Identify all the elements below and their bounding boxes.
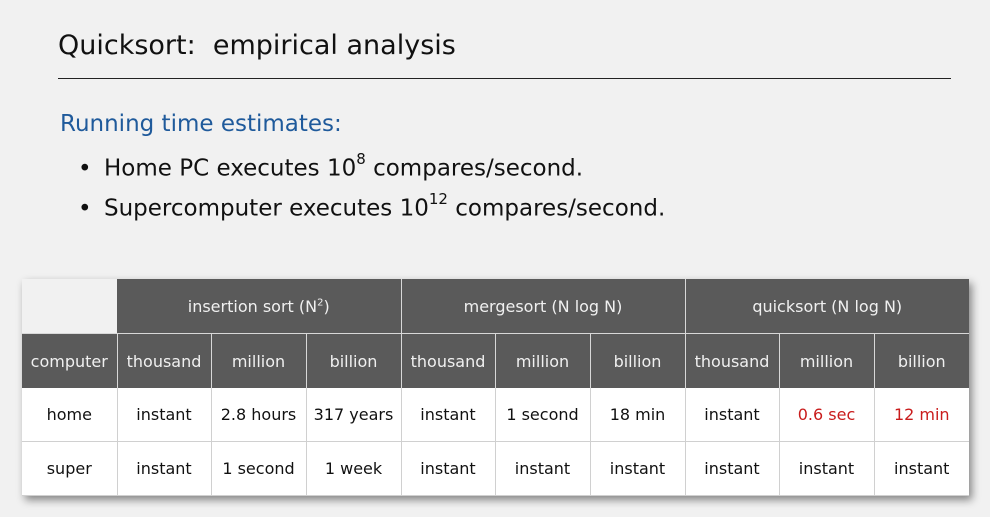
bullet-text-suffix: compares/second.	[447, 195, 666, 222]
subheader-row: computer thousand million billion thousa…	[22, 333, 969, 388]
group-exponent: 2	[317, 297, 324, 309]
subheader-computer: computer	[22, 333, 118, 388]
running-time-table: insertion sort (N2) mergesort (N log N) …	[22, 279, 969, 496]
bullet-dot-icon: •	[78, 195, 92, 222]
slide-title: Quicksort: empirical analysis	[58, 30, 456, 61]
subheader-cell: billion	[306, 333, 402, 388]
bullet-text-prefix: Supercomputer executes 10	[104, 195, 429, 222]
subheader-cell: thousand	[685, 333, 780, 388]
title-divider	[58, 78, 951, 79]
bullet-home-pc: • Home PC executes 108 compares/second.	[78, 145, 665, 185]
header-blank-cell	[22, 279, 117, 334]
table-cell: 1 second	[495, 388, 591, 442]
table-row: home instant 2.8 hours 317 years instant…	[22, 388, 969, 442]
bullet-exponent: 12	[428, 190, 448, 208]
table-cell: instant	[590, 441, 686, 496]
table-row: super instant 1 second 1 week instant in…	[22, 441, 969, 496]
subheader-cell: million	[211, 333, 307, 388]
table-cell: instant	[401, 388, 496, 442]
bullet-dot-icon: •	[78, 155, 92, 182]
table-cell: instant	[874, 441, 969, 496]
table-cell: instant	[401, 441, 496, 496]
row-label-super: super	[22, 441, 118, 496]
bullet-list: • Home PC executes 108 compares/second. •…	[78, 145, 665, 225]
table-cell: instant	[779, 441, 875, 496]
table-cell: instant	[685, 441, 780, 496]
table-cell: instant	[117, 388, 212, 442]
subheader-cell: billion	[874, 333, 969, 388]
group-header-quicksort: quicksort (N log N)	[685, 279, 969, 334]
table-cell: 1 second	[211, 441, 307, 496]
bullet-supercomputer: • Supercomputer executes 1012 compares/se…	[78, 185, 665, 225]
group-header-mergesort: mergesort (N log N)	[401, 279, 686, 334]
row-label-home: home	[22, 388, 118, 442]
bullet-text-suffix: compares/second.	[365, 155, 584, 182]
table-cell: 1 week	[306, 441, 402, 496]
bullet-text-prefix: Home PC executes 10	[104, 155, 357, 182]
table-cell: instant	[117, 441, 212, 496]
subheader-cell: thousand	[117, 333, 212, 388]
table-cell: instant	[685, 388, 780, 442]
subheader-cell: million	[495, 333, 591, 388]
table-cell: instant	[495, 441, 591, 496]
subheader-cell: billion	[590, 333, 686, 388]
table-cell: 18 min	[590, 388, 686, 442]
bullet-exponent: 8	[356, 150, 366, 168]
group-header-insertion-sort: insertion sort (N2)	[117, 279, 402, 334]
group-header-row: insertion sort (N2) mergesort (N log N) …	[22, 279, 969, 334]
table-cell-highlight: 0.6 sec	[779, 388, 875, 442]
table-cell: 2.8 hours	[211, 388, 307, 442]
section-subheading: Running time estimates:	[60, 111, 342, 137]
subheader-cell: thousand	[401, 333, 496, 388]
table-cell: 317 years	[306, 388, 402, 442]
subheader-cell: million	[779, 333, 875, 388]
table-cell-highlight: 12 min	[874, 388, 969, 442]
